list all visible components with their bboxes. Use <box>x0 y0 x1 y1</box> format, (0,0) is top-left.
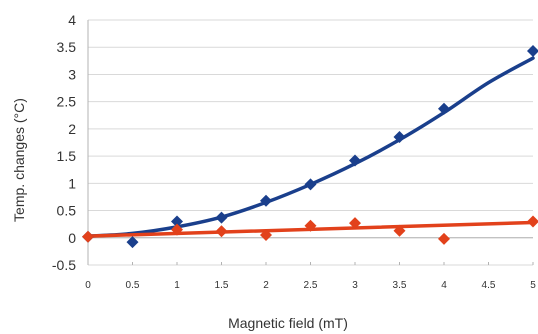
y-tick-label: 1 <box>68 175 76 191</box>
x-tick-label: 0 <box>85 280 91 291</box>
y-tick-label: 2.5 <box>57 94 77 110</box>
x-axis-title: Magnetic field (mT) <box>228 315 348 331</box>
axes <box>87 20 534 265</box>
y-tick-label: 1.5 <box>57 148 77 164</box>
y-tick-label: 0 <box>68 230 76 246</box>
data-point-series-1 <box>304 178 317 191</box>
data-point-series-2 <box>438 232 450 245</box>
data-point-series-2 <box>527 215 538 228</box>
x-tick-label: 5 <box>530 280 536 291</box>
y-tick-label: 0.5 <box>57 203 77 219</box>
data-point-series-2 <box>215 225 228 238</box>
x-tick-label: 3 <box>352 280 358 291</box>
data-point-series-1 <box>527 45 538 58</box>
tick-labels: -0.5 0 0.5 1 1.5 2 2.5 3 3.5 4 0 0.5 1 1.5 2 2.5 3 3.5 4 4.… <box>52 12 536 291</box>
y-tick-label: 2 <box>68 121 76 137</box>
x-tick-label: 2.5 <box>304 280 318 291</box>
data-point-series-1 <box>260 194 272 207</box>
data-point-series-1 <box>349 154 361 167</box>
x-tick-label: 2 <box>263 280 269 291</box>
data-point-series-2 <box>349 217 361 230</box>
x-tick-label: 0.5 <box>126 280 140 291</box>
y-tick-label: 4 <box>68 12 76 28</box>
x-tick-label: 1 <box>174 280 180 291</box>
y-tick-label: 3.5 <box>57 39 77 55</box>
data-point-series-1 <box>438 102 450 115</box>
data-point-series-1 <box>215 211 228 224</box>
data-point-series-2 <box>82 230 94 243</box>
data-point-series-1 <box>393 131 406 144</box>
data-point-series-1 <box>171 215 183 228</box>
trendline-series-1 <box>86 56 535 238</box>
x-tick-label: 4 <box>441 280 447 291</box>
data-point-series-2 <box>260 229 272 242</box>
x-tick-label: 4.5 <box>482 280 496 291</box>
x-tick-label: 3.5 <box>393 280 407 291</box>
y-axis-title: Temp. changes (°C) <box>11 98 27 222</box>
data-point-series-2 <box>304 219 317 232</box>
trendlines <box>86 56 535 238</box>
y-tick-label: -0.5 <box>52 257 76 273</box>
y-tick-label: 3 <box>68 66 76 82</box>
data-points <box>82 45 538 249</box>
data-point-series-2 <box>171 223 183 236</box>
x-tick-label: 1.5 <box>215 280 229 291</box>
data-point-series-1 <box>126 236 139 249</box>
data-point-series-2 <box>393 224 406 237</box>
